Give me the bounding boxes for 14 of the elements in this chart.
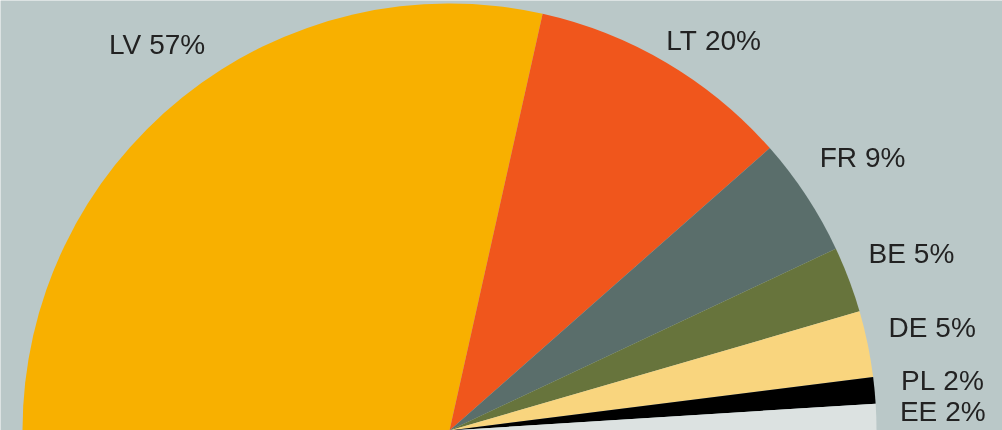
slice-label: LV — [108, 28, 142, 60]
slice-label: EE — [899, 395, 938, 427]
data-label: 2% — [943, 364, 984, 396]
data-label: 57% — [149, 28, 206, 60]
data-label: 5% — [935, 311, 976, 343]
data-label: 2% — [945, 395, 986, 427]
slice-label: PL — [901, 364, 936, 396]
slice-label: LT — [666, 25, 697, 56]
data-label: 20% — [704, 25, 761, 56]
data-label: 9% — [865, 141, 906, 173]
slice-label: FR — [819, 141, 858, 173]
data-label: 5% — [913, 237, 955, 269]
slice-label: DE — [888, 311, 928, 343]
slice-label: BE — [868, 237, 906, 269]
